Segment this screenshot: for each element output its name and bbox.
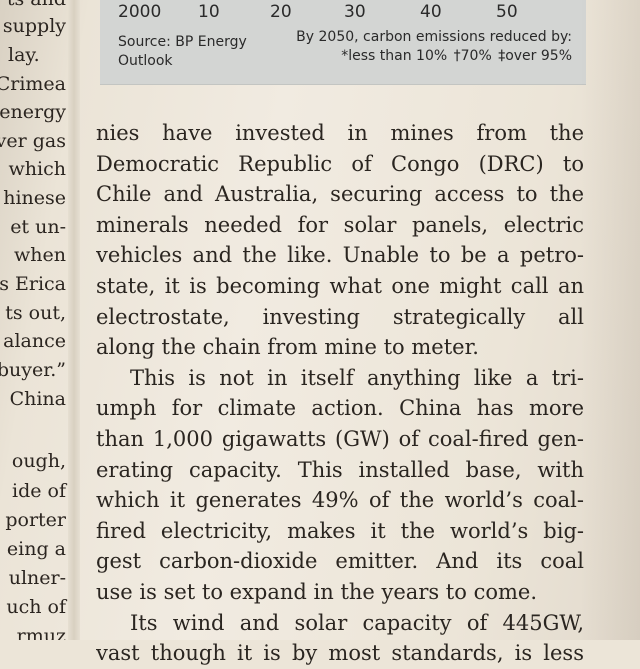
left-line: energy [0, 101, 66, 123]
body-line: vehicles and the like. Unable to be a pe… [96, 243, 584, 268]
chart-source-line: Source: BP Energy [118, 34, 247, 50]
chart-source-line: Outlook [118, 53, 173, 69]
axis-tick-label: 10 [198, 2, 220, 22]
axis-tick-label: 30 [344, 2, 366, 22]
body-line: Chile and Australia, securing access to … [96, 182, 584, 207]
body-line: Its wind and solar capacity of 445GW, [130, 610, 584, 635]
body-line: than 1,000 gigawatts (GW) of coal-fired … [96, 426, 584, 451]
body-line: which it generates 49% of the world’s co… [96, 488, 584, 513]
page-shadow [580, 0, 640, 640]
page-photo [0, 0, 640, 640]
chart-footnote: By 2050, carbon emissions reduced by: *l… [296, 28, 572, 66]
axis-tick-label: 50 [496, 2, 518, 22]
left-line: Crimea [0, 73, 66, 95]
left-line: ts out, [5, 302, 66, 324]
body-line: use is set to expand in the years to com… [96, 579, 537, 604]
body-line: state, it is becoming what one might cal… [96, 273, 584, 298]
left-line: s Erica [0, 273, 66, 295]
left-line: eing a [6, 538, 66, 560]
left-line: supply [2, 15, 66, 37]
left-line: ts and [7, 0, 66, 10]
column-gutter [68, 0, 80, 640]
left-line: hinese [3, 187, 66, 209]
left-line: when [14, 244, 66, 266]
left-line: alance [3, 330, 66, 352]
chart-source: Source: BP Energy Outlook [118, 33, 247, 71]
footnote-item: ‡over 95% [498, 48, 572, 64]
left-line: buyer.” [0, 359, 66, 381]
body-line: umph for climate action. China has more [96, 396, 584, 421]
left-line: et un- [10, 216, 66, 238]
body-line: nies have invested in mines from the [96, 121, 584, 145]
chart-footnote-line: By 2050, carbon emissions reduced by: [296, 29, 572, 45]
left-text-column: ts and supply lay. Crimea energy ver gas… [0, 0, 68, 640]
body-line: erating capacity. This installed base, w… [96, 457, 584, 482]
left-line: rmuz [16, 625, 66, 640]
left-line: ver gas [0, 130, 66, 152]
body-line: vast though it is by most standards, is … [96, 641, 584, 666]
body-line: minerals needed for solar panels, electr… [96, 212, 584, 237]
axis-tick-label: 40 [420, 2, 442, 22]
footnote-item: †70% [453, 48, 492, 64]
left-line: lay. [8, 44, 40, 66]
body-line: electrostate, investing strategically al… [96, 304, 584, 329]
left-line: uch of [6, 596, 66, 618]
left-line: porter [5, 509, 66, 531]
axis-tick-label: 20 [270, 2, 292, 22]
left-line: which [8, 158, 66, 180]
body-line: This is not in itself anything like a tr… [130, 365, 584, 390]
axis-tick-label: 2000 [118, 2, 162, 22]
main-text-column: nies have invested in mines from the Dem… [96, 118, 584, 669]
left-line: ide of [12, 480, 66, 502]
body-line: gest carbon-dioxide emitter. And its coa… [96, 549, 584, 574]
chart-footnote-legend: *less than 10% †70% ‡over 95% [296, 47, 572, 66]
body-line: along the chain from mine to meter. [96, 335, 479, 360]
body-line: fired electricity, makes it the world’s … [96, 518, 584, 543]
body-line: Democratic Republic of Congo (DRC) to [96, 151, 584, 176]
left-line: China [9, 388, 66, 410]
left-line: ough, [11, 450, 66, 472]
left-line: ulner- [8, 567, 66, 589]
chart-box: 2000 10 20 30 40 50 Source: BP Energy Ou… [100, 0, 586, 85]
footnote-item: *less than 10% [341, 48, 448, 64]
